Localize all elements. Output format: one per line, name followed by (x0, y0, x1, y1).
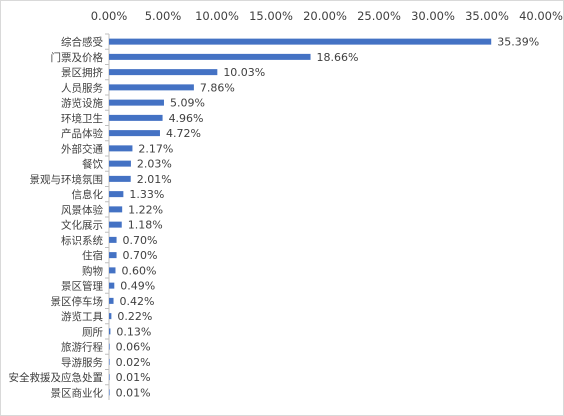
bar (109, 267, 116, 274)
category-label: 外部交通 (61, 142, 103, 155)
data-label: 0.01% (116, 386, 151, 399)
category-label: 住宿 (82, 249, 103, 262)
bar (109, 297, 114, 304)
data-label: 4.72% (166, 127, 201, 140)
data-label: 0.60% (121, 264, 156, 277)
bar (109, 343, 110, 350)
bar (109, 282, 115, 289)
category-label: 环境卫生 (61, 112, 103, 125)
category-label: 景区管理 (61, 280, 103, 293)
data-label: 2.17% (138, 142, 173, 155)
x-axis-ticks: 0.00% 5.00% 10.00% 15.00% 20.00% 25.00% 30.00%… (91, 9, 563, 23)
category-label: 门票及价格 (51, 51, 104, 64)
category-label: 景区商业化 (51, 386, 104, 399)
bar (109, 328, 111, 335)
bar (109, 160, 131, 167)
bar (109, 38, 492, 45)
category-label: 厕所 (82, 326, 103, 338)
x-tick-label: 0.00% (91, 9, 128, 23)
category-label: 产品体验 (61, 127, 103, 140)
category-label: 导游服务 (61, 356, 103, 369)
category-label: 标识系统 (61, 234, 103, 247)
bar (109, 252, 117, 259)
bar (109, 191, 124, 198)
category-label: 人员服务 (61, 81, 103, 94)
category-label: 综合感受 (61, 36, 103, 49)
x-tick-label: 20.00% (303, 9, 347, 23)
data-labels: 35.39% 18.66% 10.03% 7.86% 5.09% 4.96% 4.72% 2.… (116, 36, 540, 400)
data-label: 0.49% (120, 280, 155, 293)
data-label: 0.70% (123, 249, 158, 262)
data-label: 0.22% (117, 310, 152, 323)
bar (109, 84, 194, 91)
category-label: 景区拥挤 (61, 66, 103, 79)
x-tick-label: 25.00% (357, 9, 401, 23)
category-label: 购物 (82, 264, 103, 277)
category-label: 信息化 (72, 188, 104, 201)
data-label: 0.06% (116, 341, 151, 354)
data-label: 2.01% (137, 173, 172, 186)
data-label: 0.42% (120, 295, 155, 308)
category-label: 游览工具 (61, 310, 103, 323)
data-label: 1.18% (128, 219, 163, 232)
x-tick-label: 40.00% (519, 9, 563, 23)
data-label: 0.70% (123, 234, 158, 247)
data-label: 0.02% (116, 356, 151, 369)
data-label: 5.09% (170, 97, 205, 110)
data-label: 1.22% (128, 203, 163, 216)
data-label: 10.03% (223, 66, 265, 79)
data-label: 4.96% (169, 112, 204, 125)
data-label: 35.39% (497, 36, 539, 49)
bar (109, 221, 122, 228)
bar (109, 53, 311, 60)
category-label: 旅游行程 (61, 341, 103, 354)
data-label: 0.01% (116, 371, 151, 384)
data-label: 7.86% (200, 81, 235, 94)
x-tick-label: 35.00% (465, 9, 509, 23)
category-label: 餐饮 (82, 158, 103, 171)
data-label: 18.66% (317, 51, 359, 64)
bar (109, 99, 164, 106)
bar (109, 206, 123, 213)
x-tick-label: 10.00% (195, 9, 239, 23)
bar (109, 358, 110, 365)
x-tick-label: 30.00% (411, 9, 455, 23)
bar (109, 69, 218, 76)
bar (109, 175, 131, 182)
bar (109, 114, 163, 121)
bar (109, 236, 117, 243)
category-label: 景观与环境氛围 (30, 173, 104, 186)
category-label: 景区停车场 (51, 295, 104, 308)
category-label: 文化展示 (61, 219, 103, 232)
category-label: 游览设施 (61, 97, 103, 110)
category-label: 安全救援及应急处置 (9, 371, 104, 384)
data-label: 2.03% (137, 158, 172, 171)
bars (105, 33, 492, 396)
bar (109, 389, 110, 396)
bar (109, 130, 160, 137)
category-labels: 综合感受门票及价格景区拥挤人员服务游览设施环境卫生产品体验外部交通餐饮景观与环境… (9, 36, 104, 400)
bar (109, 145, 133, 152)
bar (109, 374, 110, 381)
x-tick-label: 5.00% (145, 9, 182, 23)
category-label: 风景体验 (61, 203, 103, 216)
data-label: 0.13% (116, 325, 151, 338)
bar (109, 313, 112, 320)
x-tick-label: 15.00% (249, 9, 293, 23)
data-label: 1.33% (129, 188, 164, 201)
